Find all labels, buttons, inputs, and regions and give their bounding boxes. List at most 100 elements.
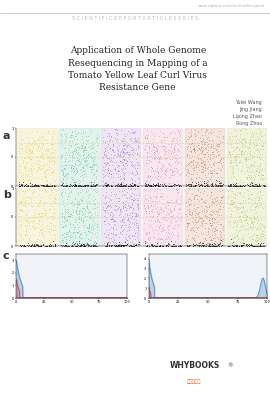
Point (248, 163, 252, 169)
Point (196, 187, 200, 193)
Point (73, 196, 77, 202)
Point (80, 204, 85, 211)
Point (81, 139, 85, 145)
Point (152, 148, 156, 155)
Bar (18, 128, 57, 186)
Point (117, 168, 122, 174)
Point (260, 221, 264, 227)
Point (80, 240, 84, 246)
Point (135, 182, 140, 189)
Point (83, 144, 88, 150)
Point (82, 151, 86, 157)
Point (210, 225, 215, 232)
Point (154, 205, 158, 211)
Point (157, 155, 161, 161)
Point (121, 204, 125, 211)
Point (26, 153, 30, 160)
Point (23, 243, 28, 249)
Point (119, 150, 124, 156)
Point (77, 216, 81, 222)
Point (67, 243, 72, 249)
Point (84, 146, 89, 153)
Point (69, 164, 73, 170)
Point (32, 187, 36, 194)
Bar (227, 188, 266, 246)
Point (33, 181, 38, 188)
Point (58, 242, 63, 248)
Point (120, 146, 124, 153)
Point (76, 242, 80, 248)
Point (144, 178, 148, 184)
Point (63, 138, 67, 144)
Point (74, 217, 79, 223)
Point (171, 149, 175, 156)
Point (76, 199, 80, 206)
Point (85, 152, 89, 159)
Point (26, 208, 31, 214)
Point (119, 180, 123, 187)
Point (192, 205, 196, 211)
Point (133, 236, 137, 242)
Point (108, 202, 113, 208)
Point (102, 154, 107, 160)
Point (171, 225, 176, 232)
Point (185, 226, 190, 232)
Point (127, 205, 131, 211)
Point (190, 159, 195, 165)
Point (52, 215, 56, 222)
Point (169, 217, 174, 224)
Point (112, 218, 116, 224)
Point (149, 182, 153, 188)
Point (129, 243, 133, 249)
Point (47, 243, 52, 249)
Point (116, 146, 120, 152)
Point (230, 232, 235, 238)
Point (252, 152, 256, 159)
Point (236, 136, 241, 142)
Point (135, 169, 139, 175)
Point (40, 144, 44, 150)
Point (118, 241, 122, 248)
Point (160, 214, 164, 221)
Point (29, 202, 33, 208)
Point (228, 160, 232, 167)
Point (239, 149, 244, 155)
Point (121, 143, 125, 150)
Point (259, 174, 263, 180)
Point (80, 242, 85, 248)
Point (240, 242, 245, 248)
Point (192, 194, 196, 200)
Point (126, 200, 130, 206)
Point (77, 243, 82, 249)
Point (53, 193, 57, 199)
Point (66, 151, 71, 158)
Point (206, 229, 210, 236)
Point (150, 155, 154, 161)
Point (142, 220, 146, 226)
Point (68, 157, 72, 163)
Point (236, 206, 240, 212)
Point (216, 181, 220, 188)
Point (32, 224, 37, 230)
Point (256, 167, 261, 173)
Point (109, 242, 113, 249)
Point (33, 224, 37, 231)
Point (40, 143, 44, 149)
Point (29, 166, 33, 173)
Point (197, 161, 201, 168)
Point (113, 242, 117, 249)
Point (172, 164, 176, 171)
Point (44, 160, 49, 166)
Point (79, 208, 84, 214)
Point (204, 180, 209, 186)
Point (235, 151, 239, 158)
Point (161, 227, 166, 233)
Point (119, 182, 123, 188)
Point (194, 206, 199, 212)
Point (78, 158, 82, 165)
Point (228, 182, 233, 189)
Point (189, 130, 194, 137)
Point (63, 182, 67, 189)
Point (211, 143, 215, 150)
Point (29, 168, 33, 174)
